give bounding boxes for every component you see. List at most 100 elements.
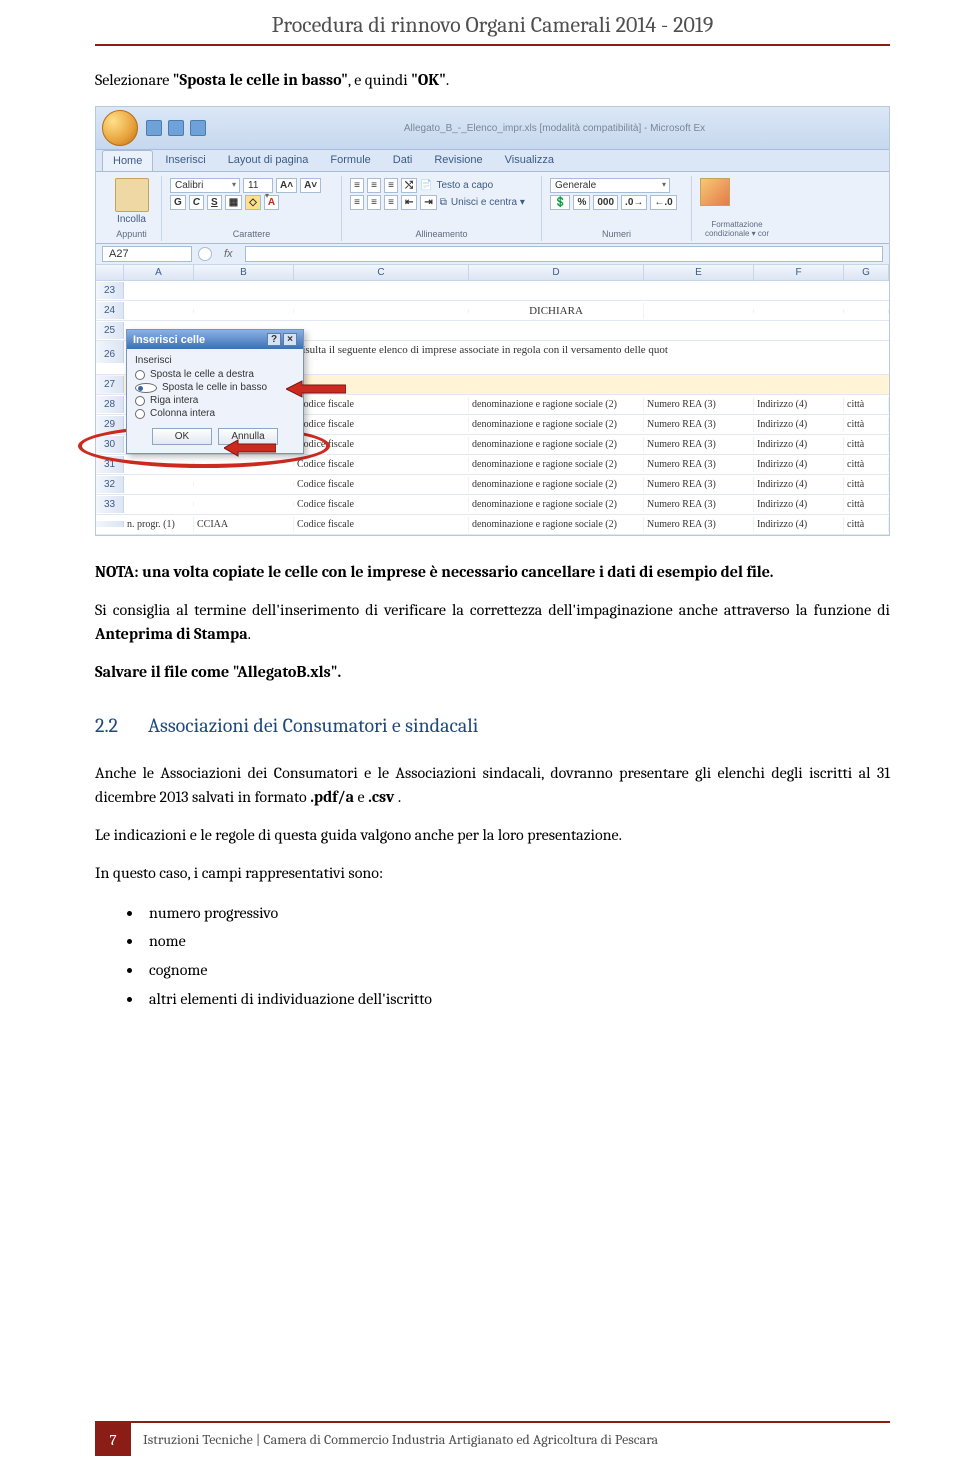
tab-formule[interactable]: Formule (320, 150, 380, 171)
row-hdr-33[interactable]: 33 (96, 496, 124, 513)
align-right-icon[interactable]: ≡ (384, 195, 398, 210)
radio-entire-row[interactable]: Riga intera (135, 394, 295, 407)
cell[interactable]: città (844, 437, 889, 452)
cell[interactable]: città (844, 417, 889, 432)
cell-ind[interactable]: Indirizzo (4) (754, 397, 844, 412)
col-d[interactable]: D (469, 265, 644, 280)
qat-undo-icon[interactable] (168, 120, 184, 136)
cell-den[interactable]: denominazione e ragione sociale (2) (469, 397, 644, 412)
number-format-select[interactable]: Generale (550, 178, 670, 193)
dialog-cancel-button[interactable]: Annulla (218, 428, 278, 445)
row-hdr-23[interactable]: 23 (96, 282, 124, 299)
cell-dichiara[interactable]: DICHIARA (469, 303, 644, 319)
row-hdr-24[interactable]: 24 (96, 302, 124, 319)
formula-input[interactable] (245, 246, 883, 262)
col-corner[interactable] (96, 265, 124, 280)
qat-save-icon[interactable] (146, 120, 162, 136)
fill-color-icon[interactable]: ◇ (245, 195, 261, 210)
col-c[interactable]: C (294, 265, 469, 280)
cell[interactable]: Codice fiscale (294, 417, 469, 432)
cell[interactable]: denominazione e ragione sociale (2) (469, 477, 644, 492)
conditional-formatting-icon[interactable] (700, 178, 730, 206)
cell-rea[interactable]: Numero REA (3) (644, 397, 754, 412)
namebox-dropdown-icon[interactable] (198, 247, 212, 261)
dialog-help-icon[interactable]: ? (267, 333, 281, 346)
cell[interactable]: Codice fiscale (294, 457, 469, 472)
cell[interactable]: Numero REA (3) (644, 417, 754, 432)
row-hdr-31[interactable]: 31 (96, 456, 124, 473)
radio-shift-down[interactable]: Sposta le celle in basso (135, 381, 295, 394)
tab-revisione[interactable]: Revisione (424, 150, 492, 171)
cell[interactable]: Codice fiscale (294, 437, 469, 452)
thousand-icon[interactable]: 000 (593, 195, 618, 210)
decrease-font-icon[interactable]: A˅ (300, 178, 321, 193)
fx-icon[interactable]: fx (218, 248, 239, 260)
row-hdr-blank[interactable] (96, 521, 124, 527)
italic-button[interactable]: C (189, 195, 204, 210)
dialog-ok-button[interactable]: OK (152, 428, 212, 445)
row-hdr-28[interactable]: 28 (96, 396, 124, 413)
office-button-icon[interactable] (102, 110, 138, 146)
radio-shift-right[interactable]: Sposta le celle a destra (135, 368, 295, 381)
col-f[interactable]: F (754, 265, 844, 280)
cell[interactable]: Indirizzo (4) (754, 437, 844, 452)
percent-icon[interactable]: % (573, 195, 590, 210)
cell-last-a[interactable]: n. progr. (1) (124, 517, 194, 532)
indent-dec-icon[interactable]: ⇤ (401, 195, 417, 210)
indent-inc-icon[interactable]: ⇥ (420, 195, 436, 210)
row-hdr-30[interactable]: 30 (96, 436, 124, 453)
wrap-text-button[interactable]: 📄Testo a capo (420, 180, 493, 191)
row-hdr-27[interactable]: 27 (96, 376, 124, 393)
col-b[interactable]: B (194, 265, 294, 280)
merge-center-button[interactable]: ⧉Unisci e centra ▾ (440, 197, 525, 208)
cell[interactable]: Indirizzo (4) (754, 497, 844, 512)
dialog-close-icon[interactable]: × (283, 333, 297, 346)
cell[interactable]: Numero REA (3) (644, 517, 754, 532)
dec-decimal-icon[interactable]: ←.0 (650, 195, 676, 210)
cell[interactable]: città (844, 477, 889, 492)
align-left-icon[interactable]: ≡ (350, 195, 364, 210)
align-top-icon[interactable]: ≡ (350, 178, 364, 193)
cell[interactable]: denominazione e ragione sociale (2) (469, 517, 644, 532)
orientation-icon[interactable]: ⤭ (401, 178, 417, 193)
align-bottom-icon[interactable]: ≡ (384, 178, 398, 193)
cell[interactable]: denominazione e ragione sociale (2) (469, 497, 644, 512)
cell[interactable]: città (844, 457, 889, 472)
cell[interactable]: Numero REA (3) (644, 437, 754, 452)
cell[interactable]: Indirizzo (4) (754, 417, 844, 432)
align-middle-icon[interactable]: ≡ (367, 178, 381, 193)
cell[interactable]: Codice fiscale (294, 477, 469, 492)
cell[interactable]: Numero REA (3) (644, 497, 754, 512)
inc-decimal-icon[interactable]: .0→ (621, 195, 647, 210)
col-e[interactable]: E (644, 265, 754, 280)
cell[interactable]: Indirizzo (4) (754, 517, 844, 532)
cell-citta[interactable]: città (844, 397, 889, 412)
increase-font-icon[interactable]: A˄ (276, 178, 297, 193)
cell[interactable]: denominazione e ragione sociale (2) (469, 457, 644, 472)
tab-layout[interactable]: Layout di pagina (218, 150, 319, 171)
radio-entire-col[interactable]: Colonna intera (135, 407, 295, 420)
cell[interactable]: città (844, 497, 889, 512)
currency-icon[interactable]: 💲 (550, 195, 570, 210)
tab-home[interactable]: Home (102, 150, 153, 171)
col-a[interactable]: A (124, 265, 194, 280)
cell-last-c[interactable]: Codice fiscale (294, 517, 469, 532)
cell-cf[interactable]: Codice fiscale (294, 397, 469, 412)
row-hdr-29[interactable]: 29 (96, 416, 124, 433)
cell[interactable]: Codice fiscale (294, 497, 469, 512)
tab-visualizza[interactable]: Visualizza (495, 150, 564, 171)
cell[interactable]: denominazione e ragione sociale (2) (469, 437, 644, 452)
row-hdr-32[interactable]: 32 (96, 476, 124, 493)
cell[interactable]: Indirizzo (4) (754, 457, 844, 472)
paste-icon[interactable] (115, 178, 149, 212)
cell[interactable]: Numero REA (3) (644, 457, 754, 472)
cell[interactable]: denominazione e ragione sociale (2) (469, 417, 644, 432)
qat-redo-icon[interactable] (190, 120, 206, 136)
row-hdr-26[interactable]: 26 (96, 341, 124, 363)
name-box[interactable]: A27 (102, 246, 192, 262)
cell-last-b[interactable]: CCIAA (194, 517, 294, 532)
border-icon[interactable]: ▦ (225, 195, 242, 210)
cell[interactable]: Indirizzo (4) (754, 477, 844, 492)
align-center-icon[interactable]: ≡ (367, 195, 381, 210)
font-name-select[interactable]: Calibri (170, 178, 240, 193)
